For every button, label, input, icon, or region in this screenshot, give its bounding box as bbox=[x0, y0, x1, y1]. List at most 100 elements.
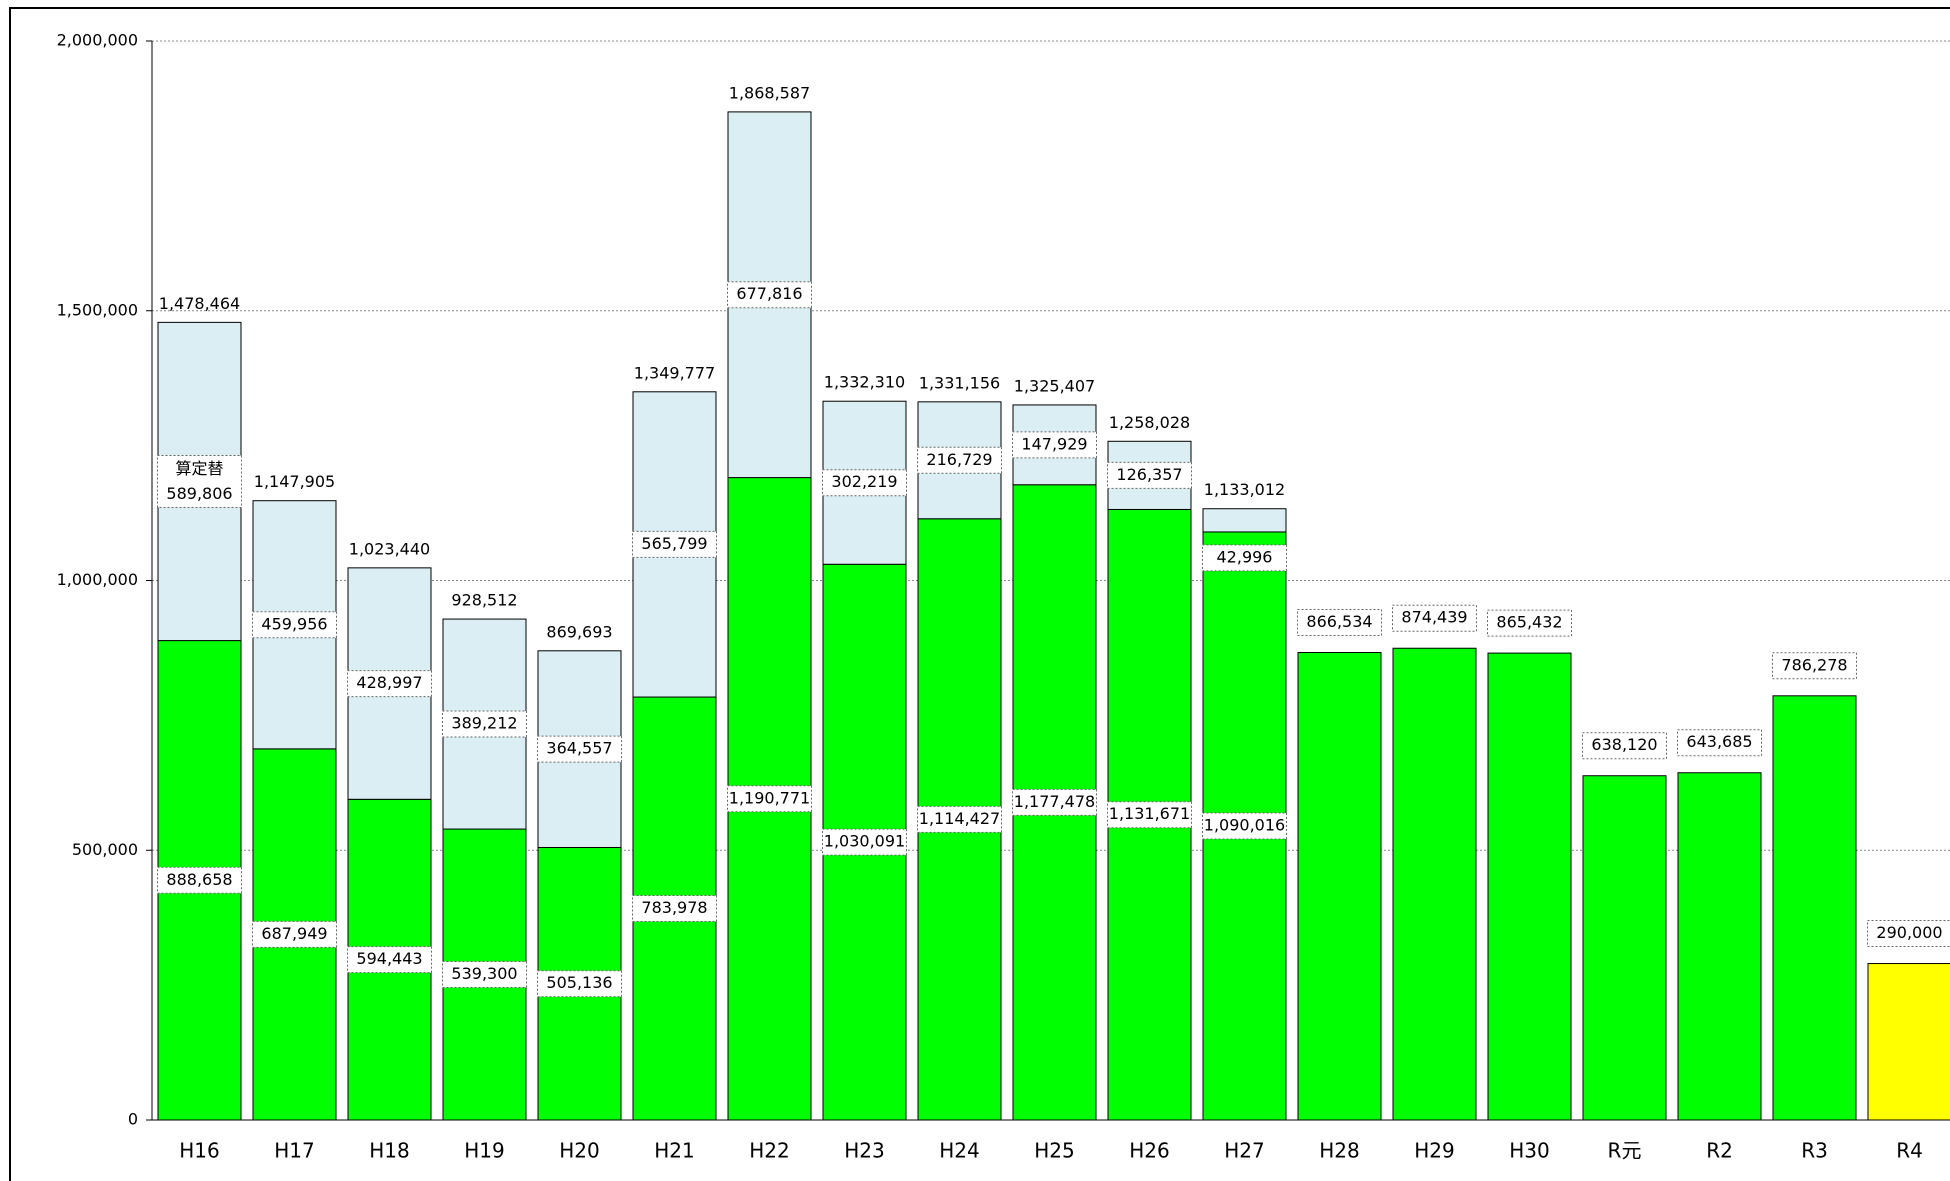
data-label: 147,929 bbox=[1021, 434, 1087, 453]
data-label: 874,439 bbox=[1401, 608, 1467, 627]
x-tick-label: H28 bbox=[1319, 1139, 1360, 1163]
total-label: 1,478,464 bbox=[159, 294, 240, 313]
data-label: 643,685 bbox=[1686, 732, 1752, 751]
bar-segment bbox=[1772, 695, 1857, 1121]
label-box bbox=[1107, 801, 1192, 829]
data-label: 364,557 bbox=[546, 739, 612, 758]
total-label: 928,512 bbox=[451, 591, 517, 610]
total-label: 1,331,156 bbox=[919, 373, 1000, 392]
y-tick-label: 0 bbox=[128, 1110, 138, 1129]
label-box bbox=[1677, 729, 1762, 757]
data-label: 865,432 bbox=[1496, 613, 1562, 632]
label-box bbox=[347, 946, 432, 974]
data-label: 1,131,671 bbox=[1109, 804, 1190, 823]
label-box bbox=[1772, 652, 1857, 680]
data-label: 42,996 bbox=[1217, 547, 1273, 566]
data-label: 589,806 bbox=[166, 484, 232, 503]
x-tick-label: H23 bbox=[844, 1139, 885, 1163]
data-label: 1,177,478 bbox=[1014, 792, 1095, 811]
x-tick-label: R2 bbox=[1706, 1139, 1733, 1163]
data-label: 677,816 bbox=[736, 284, 802, 303]
total-label: 869,693 bbox=[546, 622, 612, 641]
label-box bbox=[1107, 461, 1192, 489]
label-box bbox=[727, 785, 812, 813]
data-label: 687,949 bbox=[261, 924, 327, 943]
label-box bbox=[1487, 609, 1572, 637]
x-tick-label: H21 bbox=[654, 1139, 695, 1163]
x-tick-label: H18 bbox=[369, 1139, 410, 1163]
x-tick-label: H20 bbox=[559, 1139, 600, 1163]
total-label: 1,023,440 bbox=[349, 539, 430, 558]
label-box bbox=[442, 710, 527, 738]
label-box bbox=[252, 611, 337, 639]
label-box bbox=[157, 454, 242, 508]
bar-segment bbox=[1867, 963, 1950, 1121]
label-box bbox=[917, 446, 1002, 474]
bar-segment bbox=[1392, 647, 1477, 1121]
total-label: 1,349,777 bbox=[634, 363, 715, 382]
label-box bbox=[537, 735, 622, 763]
data-label: 565,799 bbox=[641, 534, 707, 553]
label-box bbox=[822, 469, 907, 497]
data-label: 866,534 bbox=[1306, 612, 1372, 631]
x-tick-label: R元 bbox=[1608, 1139, 1642, 1163]
x-tick-label: H17 bbox=[274, 1139, 315, 1163]
y-tick-label: 1,500,000 bbox=[57, 300, 138, 319]
data-label: 126,357 bbox=[1116, 465, 1182, 484]
data-label: 302,219 bbox=[831, 472, 897, 491]
label-box bbox=[1582, 732, 1667, 760]
total-label: 1,332,310 bbox=[824, 373, 905, 392]
label-box bbox=[157, 866, 242, 894]
data-label: 1,090,016 bbox=[1204, 815, 1285, 834]
total-label: 1,325,407 bbox=[1014, 376, 1095, 395]
total-label: 1,133,012 bbox=[1204, 480, 1285, 499]
x-tick-label: H16 bbox=[179, 1139, 220, 1163]
x-tick-label: R4 bbox=[1896, 1139, 1923, 1163]
label-box bbox=[1202, 812, 1287, 840]
label-box bbox=[1297, 609, 1382, 637]
label-box bbox=[1867, 920, 1950, 948]
bar-segment bbox=[1582, 775, 1667, 1121]
label-box bbox=[1012, 431, 1097, 459]
label-box bbox=[917, 805, 1002, 833]
x-tick-label: H26 bbox=[1129, 1139, 1170, 1163]
bar-segment bbox=[1677, 772, 1762, 1121]
data-label: 216,729 bbox=[926, 450, 992, 469]
total-label: 1,258,028 bbox=[1109, 413, 1190, 432]
frame bbox=[9, 7, 1950, 1181]
total-label: 1,868,587 bbox=[729, 83, 810, 102]
bar-segment bbox=[1202, 508, 1287, 533]
label-box bbox=[727, 281, 812, 309]
bar-segment bbox=[1297, 652, 1382, 1121]
y-tick-label: 2,000,000 bbox=[57, 31, 138, 50]
data-label: 389,212 bbox=[451, 714, 517, 733]
y-tick-label: 500,000 bbox=[72, 840, 138, 859]
label-box bbox=[252, 920, 337, 948]
x-tick-label: H25 bbox=[1034, 1139, 1075, 1163]
label-box bbox=[822, 828, 907, 856]
data-label: 459,956 bbox=[261, 614, 327, 633]
series-name: 算定替 bbox=[175, 459, 223, 478]
data-label: 1,114,427 bbox=[919, 809, 1000, 828]
x-tick-label: H19 bbox=[464, 1139, 505, 1163]
data-label: 888,658 bbox=[166, 870, 232, 889]
data-label: 783,978 bbox=[641, 898, 707, 917]
data-label: 1,190,771 bbox=[729, 788, 810, 807]
data-label: 1,030,091 bbox=[824, 832, 905, 851]
label-box bbox=[632, 530, 717, 558]
label-box bbox=[347, 670, 432, 698]
data-label: 428,997 bbox=[356, 673, 422, 692]
label-box bbox=[537, 970, 622, 998]
data-label: 594,443 bbox=[356, 949, 422, 968]
data-label: 505,136 bbox=[546, 973, 612, 992]
label-box bbox=[632, 895, 717, 923]
y-tick-label: 1,000,000 bbox=[57, 570, 138, 589]
label-box bbox=[1012, 788, 1097, 816]
x-tick-label: H29 bbox=[1414, 1139, 1455, 1163]
x-tick-label: H30 bbox=[1509, 1139, 1550, 1163]
label-box bbox=[442, 961, 527, 989]
data-label: 539,300 bbox=[451, 964, 517, 983]
label-box bbox=[1392, 604, 1477, 632]
